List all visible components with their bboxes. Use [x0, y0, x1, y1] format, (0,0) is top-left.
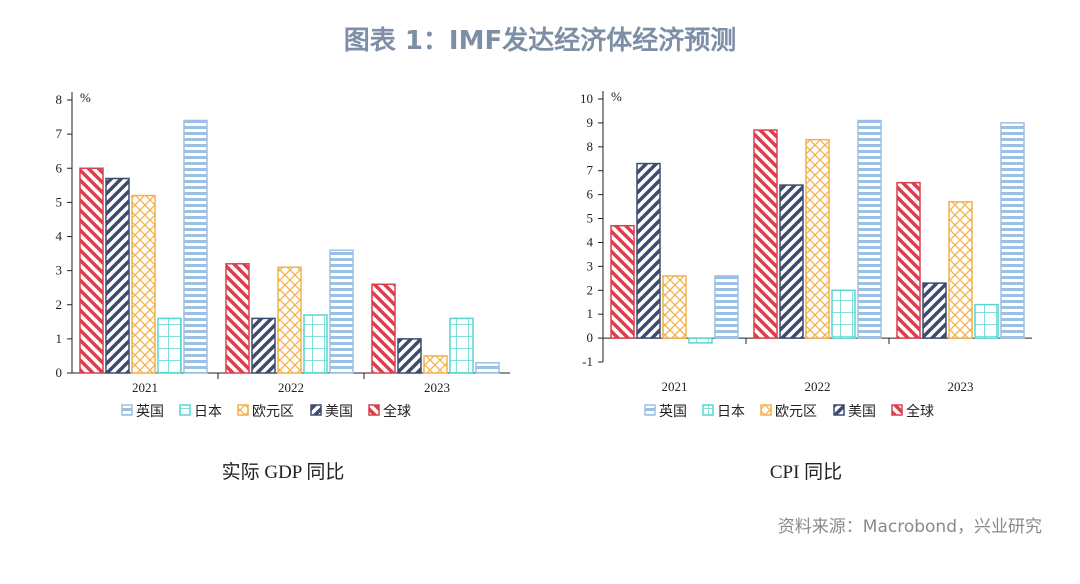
bar-美国-2022 — [251, 317, 276, 374]
y-tick-label: 7 — [587, 163, 594, 178]
x-tick-label: 2022 — [805, 379, 831, 394]
legend-label: 日本 — [717, 404, 745, 420]
bar-全球-2023 — [371, 283, 396, 374]
bar-英国-2023 — [1000, 122, 1025, 339]
bar-英国-2022 — [329, 249, 354, 374]
y-tick-label: 2 — [56, 297, 63, 312]
y-tick-label: 7 — [56, 126, 63, 141]
legend-swatch — [891, 404, 903, 416]
bar-日本-2021 — [688, 337, 713, 344]
legend-swatch — [702, 404, 714, 416]
x-tick-label: 2022 — [278, 380, 304, 395]
bar-欧元区-2022 — [277, 266, 302, 374]
legend-label: 全球 — [383, 403, 411, 420]
y-tick-label: 1 — [587, 306, 594, 321]
bar-欧元区-2023 — [423, 355, 448, 374]
bar-英国-2023 — [475, 362, 500, 374]
y-tick-label: 10 — [580, 91, 593, 106]
legend-swatch — [310, 404, 322, 416]
y-tick-label: 5 — [587, 211, 594, 226]
bar-日本-2021 — [157, 317, 182, 374]
bar-英国-2021 — [183, 119, 208, 374]
y-tick-label: 4 — [587, 234, 594, 249]
bar-美国-2022 — [779, 184, 804, 339]
bar-美国-2023 — [922, 282, 947, 339]
bar-美国-2023 — [397, 338, 422, 374]
bar-全球-2021 — [610, 224, 635, 339]
bar-欧元区-2021 — [662, 275, 687, 339]
y-tick-label: 4 — [56, 229, 63, 244]
y-tick-label: 0 — [56, 365, 63, 380]
unit-label: % — [80, 90, 91, 105]
bar-美国-2021 — [636, 162, 661, 339]
y-tick-label: 3 — [56, 263, 63, 278]
bar-全球-2022 — [753, 129, 778, 339]
legend-swatch — [179, 404, 191, 416]
x-tick-label: 2023 — [948, 379, 974, 394]
page-title: 图表 1：IMF发达经济体经济预测 — [343, 26, 737, 56]
y-tick-label: 3 — [587, 258, 594, 273]
unit-label: % — [611, 89, 622, 104]
y-tick-label: 6 — [587, 187, 594, 202]
legend-swatch — [760, 404, 772, 416]
y-tick-label: 6 — [56, 160, 63, 175]
legend-swatch — [833, 404, 845, 416]
bar-日本-2023 — [974, 303, 999, 339]
legend-label: 美国 — [848, 404, 876, 420]
bar-日本-2022 — [303, 314, 328, 374]
y-tick-label: 0 — [587, 330, 594, 345]
chart-caption: 实际 GDP 同比 — [222, 461, 345, 483]
y-tick-label: 2 — [587, 282, 594, 297]
legend-label: 全球 — [906, 403, 934, 420]
bar-全球-2022 — [225, 263, 250, 374]
chart-caption: CPI 同比 — [770, 461, 842, 483]
x-tick-label: 2021 — [662, 379, 688, 394]
legend-swatch — [121, 404, 133, 416]
bar-欧元区-2022 — [805, 138, 830, 339]
legend-swatch — [644, 404, 656, 416]
bar-全球-2023 — [896, 181, 921, 339]
legend-label: 日本 — [194, 404, 222, 420]
x-tick-label: 2021 — [132, 380, 158, 395]
source-note: 资料来源：Macrobond，兴业研究 — [777, 517, 1042, 537]
bar-欧元区-2021 — [131, 194, 156, 374]
legend-label: 英国 — [136, 403, 164, 420]
bar-英国-2022 — [857, 119, 882, 339]
bar-美国-2021 — [105, 177, 130, 374]
legend-swatch — [368, 404, 380, 416]
y-tick-label: -1 — [582, 354, 593, 369]
y-tick-label: 1 — [56, 331, 63, 346]
legend-label: 欧元区 — [252, 404, 294, 420]
bar-英国-2021 — [714, 275, 739, 339]
y-tick-label: 8 — [56, 92, 63, 107]
y-tick-label: 9 — [587, 115, 594, 130]
bar-欧元区-2023 — [948, 201, 973, 339]
legend-label: 美国 — [325, 404, 353, 420]
y-tick-label: 8 — [587, 139, 594, 154]
legend-label: 英国 — [659, 403, 687, 420]
bar-全球-2021 — [79, 167, 104, 374]
y-tick-label: 5 — [56, 194, 63, 209]
legend-swatch — [237, 404, 249, 416]
bar-日本-2022 — [831, 289, 856, 339]
x-tick-label: 2023 — [424, 380, 450, 395]
bar-日本-2023 — [449, 317, 474, 374]
legend-label: 欧元区 — [775, 404, 817, 420]
